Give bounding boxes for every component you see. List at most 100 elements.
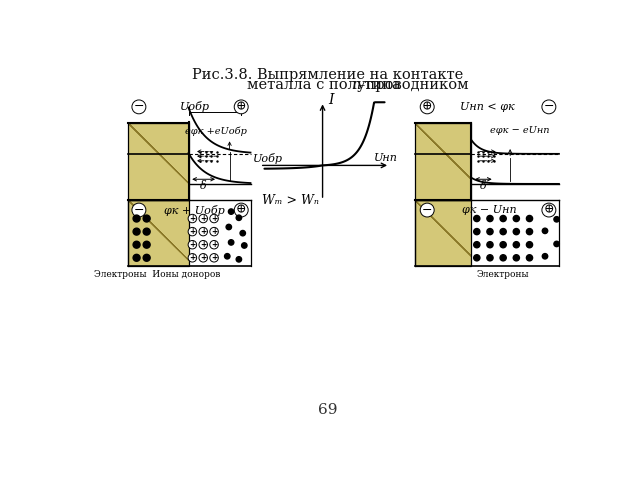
Circle shape xyxy=(236,215,241,220)
Text: δ: δ xyxy=(200,181,207,191)
Text: Uнп: Uнп xyxy=(374,154,398,164)
Circle shape xyxy=(199,253,207,262)
Text: ⊕: ⊕ xyxy=(236,204,246,216)
Circle shape xyxy=(526,241,532,248)
Bar xyxy=(128,200,189,265)
Circle shape xyxy=(487,228,493,235)
Text: eφк +eUобр: eφк +eUобр xyxy=(185,126,246,135)
Circle shape xyxy=(487,241,493,248)
Text: Uнп < φк: Uнп < φк xyxy=(460,102,514,112)
Text: −: − xyxy=(134,100,144,113)
Text: +: + xyxy=(200,214,206,223)
Circle shape xyxy=(487,255,493,261)
Circle shape xyxy=(132,203,146,217)
Circle shape xyxy=(188,228,196,236)
Text: +: + xyxy=(211,227,217,236)
Circle shape xyxy=(236,257,241,262)
Circle shape xyxy=(474,228,480,235)
Circle shape xyxy=(500,216,506,222)
Circle shape xyxy=(474,241,480,248)
Bar xyxy=(128,200,189,265)
Circle shape xyxy=(513,228,520,235)
Circle shape xyxy=(500,255,506,261)
Circle shape xyxy=(234,100,248,114)
Circle shape xyxy=(487,216,493,222)
Circle shape xyxy=(513,255,520,261)
Circle shape xyxy=(199,214,207,223)
Circle shape xyxy=(143,241,150,248)
Text: φк + Uобр: φк + Uобр xyxy=(164,204,225,216)
Text: +: + xyxy=(211,214,217,223)
Text: металла с полупроводником: металла с полупроводником xyxy=(246,78,473,92)
Text: +: + xyxy=(211,253,217,262)
Circle shape xyxy=(241,243,247,248)
Circle shape xyxy=(526,216,532,222)
Text: +: + xyxy=(200,227,206,236)
Circle shape xyxy=(526,255,532,261)
Text: ⊕: ⊕ xyxy=(422,100,433,113)
Circle shape xyxy=(133,254,140,261)
Bar xyxy=(128,123,189,200)
Circle shape xyxy=(132,100,146,114)
Circle shape xyxy=(513,216,520,222)
Text: I: I xyxy=(328,93,333,107)
Text: −: − xyxy=(543,100,554,113)
Text: φк − Uнп: φк − Uнп xyxy=(462,205,516,215)
Text: +: + xyxy=(189,240,195,249)
Bar xyxy=(128,123,189,200)
Text: +: + xyxy=(200,253,206,262)
Text: ⊕: ⊕ xyxy=(236,100,246,113)
Circle shape xyxy=(420,203,434,217)
Circle shape xyxy=(210,240,218,249)
Text: Рис.3.8. Выпрямление на контакте: Рис.3.8. Выпрямление на контакте xyxy=(193,68,463,82)
Circle shape xyxy=(228,209,234,214)
Circle shape xyxy=(554,216,559,222)
Circle shape xyxy=(225,253,230,259)
Circle shape xyxy=(133,228,140,235)
Circle shape xyxy=(500,228,506,235)
Circle shape xyxy=(228,240,234,245)
Circle shape xyxy=(542,100,556,114)
Circle shape xyxy=(210,214,218,223)
Circle shape xyxy=(210,228,218,236)
Circle shape xyxy=(554,241,559,247)
Bar xyxy=(415,123,472,200)
Text: +: + xyxy=(189,227,195,236)
Text: n: n xyxy=(352,78,362,92)
Circle shape xyxy=(474,255,480,261)
Circle shape xyxy=(500,241,506,248)
Circle shape xyxy=(226,224,232,230)
Text: Uобр: Uобр xyxy=(180,101,210,112)
Text: δ: δ xyxy=(479,181,486,191)
Circle shape xyxy=(188,214,196,223)
Circle shape xyxy=(513,241,520,248)
Text: +: + xyxy=(189,253,195,262)
Bar xyxy=(415,200,472,265)
Text: –типа: –типа xyxy=(358,78,401,92)
Bar xyxy=(415,123,472,200)
Text: 69: 69 xyxy=(318,403,338,417)
Circle shape xyxy=(526,228,532,235)
Circle shape xyxy=(240,230,246,236)
Circle shape xyxy=(188,253,196,262)
Text: ⊕: ⊕ xyxy=(543,204,554,216)
Circle shape xyxy=(133,215,140,222)
Circle shape xyxy=(143,228,150,235)
Circle shape xyxy=(143,254,150,261)
Circle shape xyxy=(133,241,140,248)
Text: −: − xyxy=(422,204,433,216)
Circle shape xyxy=(474,216,480,222)
Bar xyxy=(415,200,472,265)
Circle shape xyxy=(143,215,150,222)
Text: Uобр: Uобр xyxy=(253,153,284,164)
Circle shape xyxy=(199,240,207,249)
Text: Wₘ > Wₙ: Wₘ > Wₙ xyxy=(262,194,319,207)
Text: +: + xyxy=(189,214,195,223)
Circle shape xyxy=(542,203,556,217)
Circle shape xyxy=(542,253,548,259)
Text: −: − xyxy=(134,204,144,216)
Circle shape xyxy=(188,240,196,249)
Circle shape xyxy=(234,203,248,217)
Text: Электроны  Ионы доноров: Электроны Ионы доноров xyxy=(94,270,221,279)
Circle shape xyxy=(420,100,434,114)
